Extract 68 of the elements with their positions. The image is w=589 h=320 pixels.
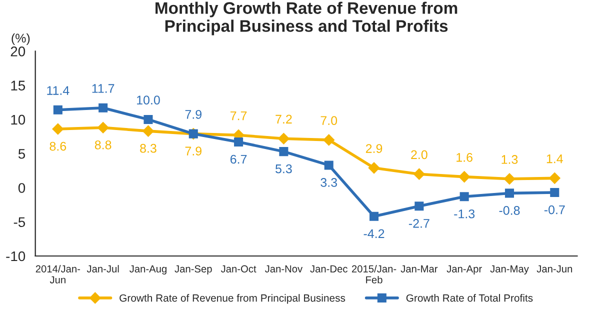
y-axis-title: (%) <box>12 33 30 46</box>
x-tick-label: Jan-Nov <box>264 265 303 272</box>
data-label: 11.4 <box>47 86 70 95</box>
data-label: 2.9 <box>366 144 382 153</box>
x-tick-label: Jan-Oct <box>220 265 256 272</box>
legend-label: Growth Rate of Revenue from Principal Business <box>120 294 346 304</box>
y-tick-label: 5 <box>18 149 26 159</box>
data-label: -0.7 <box>544 205 565 214</box>
x-tick-label: Jan-Dec <box>310 265 348 272</box>
x-tick-label: 2014/Jan- Jun <box>36 265 80 284</box>
data-label: 2.0 <box>411 150 428 160</box>
point <box>414 168 425 180</box>
y-tick-label: 10 <box>11 114 26 125</box>
data-label: 11.7 <box>92 84 114 93</box>
point <box>550 188 560 198</box>
x-tick-label: Jan-Aug <box>130 265 166 274</box>
legend-label: Growth Rate of Total Profits <box>406 294 533 302</box>
point <box>324 160 334 170</box>
data-label: 8.6 <box>50 142 66 151</box>
point <box>549 172 560 184</box>
data-label: 1.3 <box>502 155 518 164</box>
chart-title: Monthly Growth Rate of Revenue from Principal Business and Total Profits <box>156 2 458 36</box>
point <box>279 147 288 156</box>
data-label: 7.9 <box>185 146 202 156</box>
point <box>144 114 153 124</box>
x-tick-label: Jan-Jul <box>86 265 119 272</box>
point <box>98 103 108 112</box>
point <box>53 105 62 114</box>
data-label: 10.0 <box>137 96 160 104</box>
point <box>414 202 424 211</box>
point <box>52 123 64 135</box>
data-label: 5.3 <box>276 164 292 174</box>
data-label: 3.3 <box>320 178 337 187</box>
y-tick-label: -5 <box>14 217 26 228</box>
y-tick-label: 20 <box>10 46 26 56</box>
data-label: 7.7 <box>230 111 247 120</box>
data-label: 1.4 <box>546 154 563 164</box>
point <box>234 137 244 147</box>
point <box>97 122 109 134</box>
data-label: 7.2 <box>276 114 292 124</box>
data-label: 7.0 <box>320 116 338 125</box>
y-tick-label: 15 <box>11 80 26 91</box>
x-tick-label: 2015/Jan- Feb <box>352 265 396 284</box>
data-label: 7.9 <box>185 110 202 119</box>
y-tick-label: 0 <box>18 183 26 193</box>
data-label: 8.8 <box>94 140 112 150</box>
x-tick-label: Jan-Sep <box>174 265 212 274</box>
data-label: -4.2 <box>364 229 384 238</box>
data-label: -1.3 <box>454 209 475 218</box>
point <box>504 188 514 198</box>
point <box>370 212 379 221</box>
y-tick-label: -10 <box>6 251 26 262</box>
point <box>278 132 290 144</box>
point <box>368 162 380 174</box>
data-label: -2.7 <box>408 218 430 228</box>
data-label: 1.6 <box>456 152 472 162</box>
x-tick-label: Jan-Apr <box>446 265 482 274</box>
x-tick-label: Jan-Mar <box>400 265 438 272</box>
point <box>458 171 470 182</box>
data-label: 6.7 <box>230 154 247 164</box>
x-tick-label: Jan-Jun <box>536 265 572 272</box>
x-tick-label: Jan-May <box>490 265 529 274</box>
data-label: 8.3 <box>140 144 156 153</box>
point <box>504 173 516 184</box>
point <box>323 134 334 146</box>
point <box>460 192 469 202</box>
data-label: -0.8 <box>499 206 520 215</box>
point <box>142 125 154 137</box>
